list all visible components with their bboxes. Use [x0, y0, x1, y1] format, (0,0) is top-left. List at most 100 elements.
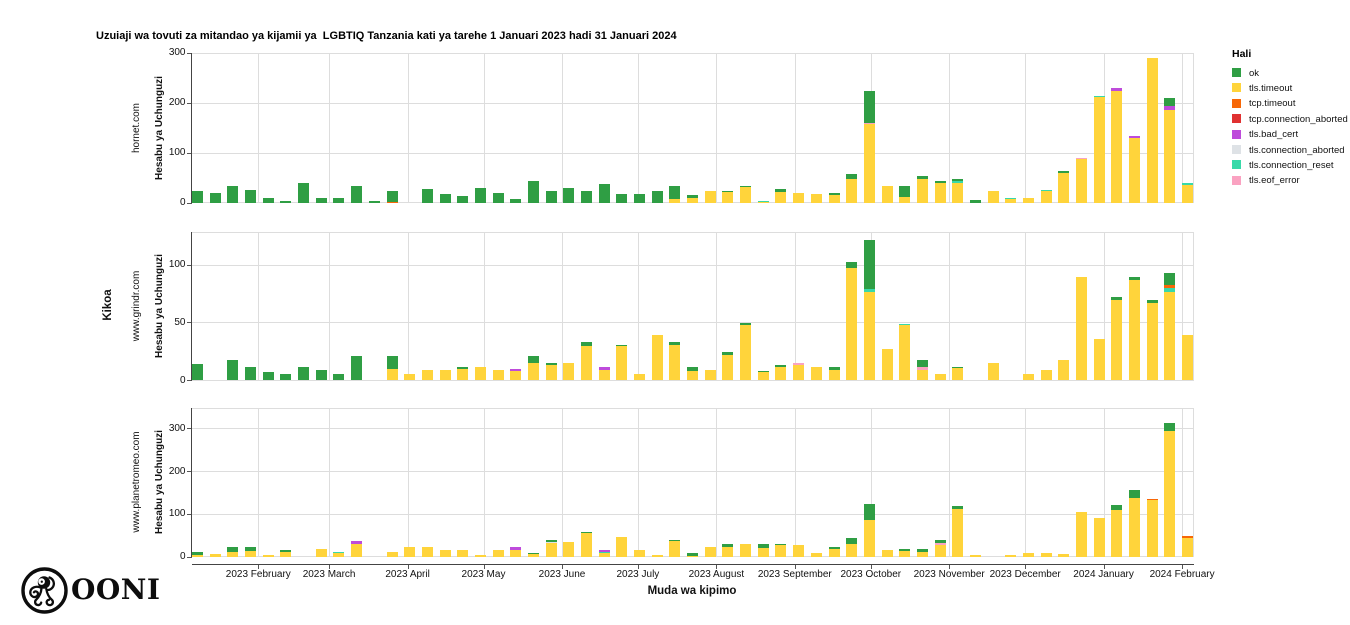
stacked-bar[interactable] [333, 53, 345, 203]
stacked-bar[interactable] [1182, 408, 1194, 558]
stacked-bar[interactable] [457, 53, 469, 203]
stacked-bar[interactable] [969, 53, 981, 203]
stacked-bar[interactable] [1129, 53, 1140, 203]
stacked-bar[interactable] [881, 53, 893, 203]
stacked-bar[interactable] [775, 408, 787, 558]
stacked-bar[interactable] [1093, 232, 1105, 381]
x-tick-label[interactable]: 2023 September [757, 568, 832, 580]
stacked-bar[interactable] [1129, 408, 1140, 558]
stacked-bar[interactable] [899, 408, 911, 558]
stacked-bar[interactable] [581, 232, 592, 381]
stacked-bar[interactable] [1040, 408, 1052, 558]
x-tick-label[interactable]: 2023 November [913, 568, 985, 580]
legend-label[interactable]: tls.timeout [1249, 82, 1293, 94]
stacked-bar[interactable] [227, 232, 239, 381]
stacked-bar[interactable] [987, 53, 999, 203]
stacked-bar[interactable] [1093, 408, 1105, 558]
stacked-bar[interactable] [1146, 232, 1158, 381]
stacked-bar[interactable] [881, 408, 893, 558]
stacked-bar[interactable] [404, 408, 416, 558]
stacked-bar[interactable] [1058, 232, 1070, 381]
stacked-bar[interactable] [1076, 408, 1087, 558]
stacked-bar[interactable] [1111, 408, 1123, 558]
stacked-bar[interactable] [209, 408, 221, 558]
stacked-bar[interactable] [421, 53, 433, 203]
stacked-bar[interactable] [1146, 408, 1158, 558]
stacked-bar[interactable] [952, 232, 964, 381]
stacked-bar[interactable] [245, 408, 256, 558]
stacked-bar[interactable] [298, 53, 310, 203]
stacked-bar[interactable] [351, 408, 363, 558]
stacked-bar[interactable] [1058, 408, 1070, 558]
legend-label[interactable]: tcp.timeout [1249, 98, 1296, 110]
stacked-bar[interactable] [315, 53, 327, 203]
stacked-bar[interactable] [333, 408, 345, 558]
stacked-bar[interactable] [262, 53, 274, 203]
legend-label[interactable]: ok [1249, 67, 1260, 79]
stacked-bar[interactable] [351, 232, 363, 381]
stacked-bar[interactable] [298, 232, 310, 381]
stacked-bar[interactable] [793, 232, 805, 381]
x-tick-label[interactable]: 2023 October [840, 568, 902, 580]
stacked-bar[interactable] [1111, 53, 1123, 203]
stacked-bar[interactable] [581, 53, 592, 203]
stacked-bar[interactable] [934, 232, 946, 381]
stacked-bar[interactable] [828, 408, 840, 558]
stacked-bar[interactable] [934, 408, 946, 558]
stacked-bar[interactable] [846, 53, 858, 203]
stacked-bar[interactable] [863, 232, 875, 381]
stacked-bar[interactable] [722, 408, 734, 558]
stacked-bar[interactable] [687, 53, 698, 203]
stacked-bar[interactable] [457, 232, 469, 381]
stacked-bar[interactable] [1111, 232, 1123, 381]
stacked-bar[interactable] [563, 408, 575, 558]
stacked-bar[interactable] [1146, 53, 1158, 203]
stacked-bar[interactable] [757, 232, 769, 381]
stacked-bar[interactable] [616, 408, 628, 558]
stacked-bar[interactable] [527, 232, 539, 381]
stacked-bar[interactable] [899, 232, 911, 381]
stacked-bar[interactable] [775, 232, 787, 381]
stacked-bar[interactable] [1164, 232, 1176, 381]
stacked-bar[interactable] [492, 408, 504, 558]
stacked-bar[interactable] [810, 232, 822, 381]
stacked-bar[interactable] [439, 232, 451, 381]
stacked-bar[interactable] [881, 232, 893, 381]
stacked-bar[interactable] [704, 53, 716, 203]
stacked-bar[interactable] [386, 53, 398, 203]
stacked-bar[interactable] [740, 232, 752, 381]
stacked-bar[interactable] [846, 408, 858, 558]
stacked-bar[interactable] [687, 232, 698, 381]
stacked-bar[interactable] [634, 408, 645, 558]
x-tick-label[interactable]: 2023 June [538, 568, 586, 580]
stacked-bar[interactable] [598, 232, 610, 381]
stacked-bar[interactable] [1164, 53, 1176, 203]
x-tick-label[interactable]: 2023 July [616, 568, 660, 580]
stacked-bar[interactable] [1040, 53, 1052, 203]
x-tick-label[interactable]: 2023 May [461, 568, 506, 580]
stacked-bar[interactable] [1182, 53, 1194, 203]
stacked-bar[interactable] [1076, 232, 1087, 381]
stacked-bar[interactable] [1076, 53, 1087, 203]
stacked-bar[interactable] [969, 408, 981, 558]
stacked-bar[interactable] [687, 408, 698, 558]
stacked-bar[interactable] [863, 53, 875, 203]
legend-label[interactable]: tls.connection_aborted [1249, 144, 1345, 156]
stacked-bar[interactable] [439, 53, 451, 203]
x-tick-label[interactable]: 2023 March [302, 568, 356, 580]
stacked-bar[interactable] [545, 408, 557, 558]
stacked-bar[interactable] [227, 53, 239, 203]
stacked-bar[interactable] [245, 53, 256, 203]
stacked-bar[interactable] [863, 408, 875, 558]
legend-label[interactable]: tls.bad_cert [1249, 129, 1299, 141]
stacked-bar[interactable] [1182, 232, 1194, 381]
stacked-bar[interactable] [262, 408, 274, 558]
stacked-bar[interactable] [563, 53, 575, 203]
legend-label[interactable]: tls.eof_error [1249, 175, 1300, 187]
stacked-bar[interactable] [1040, 232, 1052, 381]
stacked-bar[interactable] [634, 53, 645, 203]
stacked-bar[interactable] [492, 53, 504, 203]
x-tick-label[interactable]: 2024 January [1073, 568, 1134, 580]
stacked-bar[interactable] [280, 408, 292, 558]
stacked-bar[interactable] [209, 53, 221, 203]
